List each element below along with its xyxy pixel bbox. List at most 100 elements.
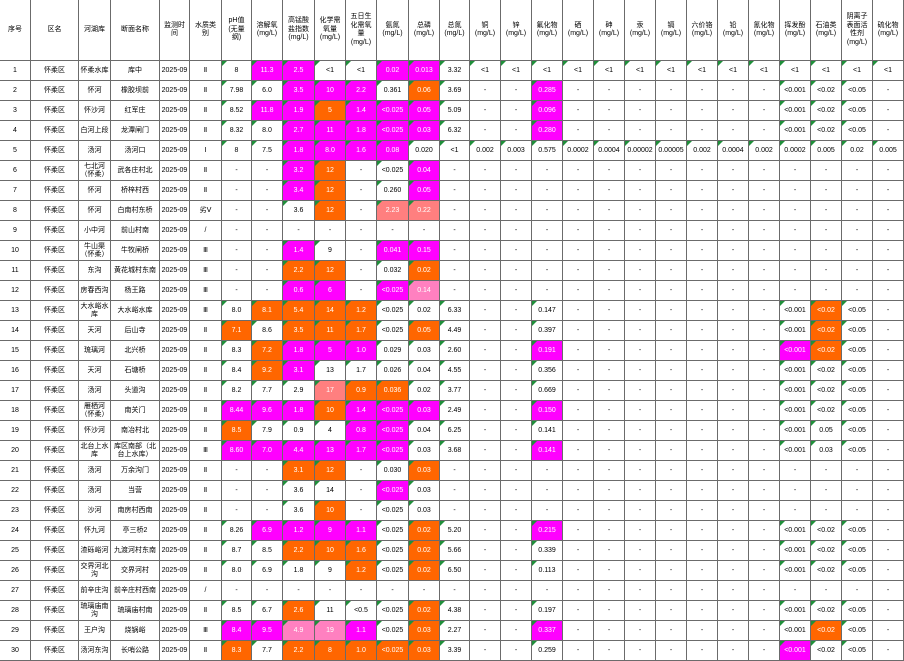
cell-pb[interactable]: - xyxy=(718,181,749,201)
cell-class[interactable]: Ⅱ xyxy=(190,501,222,521)
cell-district[interactable]: 怀柔区 xyxy=(31,261,79,281)
cell-river[interactable]: 汤河 xyxy=(79,141,111,161)
cell-hg[interactable]: - xyxy=(625,581,656,601)
cell-section[interactable]: 万余沟门 xyxy=(111,461,160,481)
cell-date[interactable]: 2025-09 xyxy=(160,81,190,101)
cell-river[interactable]: 天河 xyxy=(79,361,111,381)
cell-section[interactable]: 武各庄村北 xyxy=(111,161,160,181)
cell-tp[interactable]: 0.22 xyxy=(409,201,440,221)
cell-district[interactable]: 怀柔区 xyxy=(31,281,79,301)
cell-fluoride[interactable]: 0.259 xyxy=(532,641,563,661)
cell-fluoride[interactable]: 0.141 xyxy=(532,441,563,461)
cell-tp[interactable]: 0.03 xyxy=(409,441,440,461)
cell-river[interactable]: 渣砾峪河 xyxy=(79,541,111,561)
cell-index[interactable]: 3 xyxy=(0,101,31,121)
cell-sulfide[interactable]: - xyxy=(873,181,904,201)
cell-hg[interactable]: - xyxy=(625,641,656,661)
cell-district[interactable]: 怀柔区 xyxy=(31,501,79,521)
cell-as[interactable]: - xyxy=(594,621,625,641)
cell-tn[interactable]: 3.32 xyxy=(440,61,470,81)
cell-cu[interactable]: - xyxy=(470,481,501,501)
cell-do[interactable]: - xyxy=(252,581,283,601)
cell-hg[interactable]: - xyxy=(625,601,656,621)
cell-oil[interactable]: <0.02 xyxy=(811,601,842,621)
cell-do[interactable]: 11.8 xyxy=(252,101,283,121)
cell-cyanide[interactable]: - xyxy=(749,421,780,441)
cell-cr6[interactable]: - xyxy=(687,561,718,581)
cell-pb[interactable]: - xyxy=(718,561,749,581)
cell-surfactant[interactable]: <1 xyxy=(842,61,873,81)
cell-river[interactable]: 琉璃河 xyxy=(79,341,111,361)
cell-district[interactable]: 怀柔区 xyxy=(31,521,79,541)
cell-do[interactable]: 7.7 xyxy=(252,641,283,661)
cell-zn[interactable]: <1 xyxy=(501,61,532,81)
cell-district[interactable]: 怀柔区 xyxy=(31,641,79,661)
cell-hg[interactable]: 0.00002 xyxy=(625,141,656,161)
cell-cu[interactable]: - xyxy=(470,441,501,461)
cell-sulfide[interactable]: - xyxy=(873,641,904,661)
cell-sulfide[interactable]: - xyxy=(873,621,904,641)
cell-cod[interactable]: 11 xyxy=(315,601,346,621)
cell-date[interactable]: 2025-09 xyxy=(160,381,190,401)
cell-index[interactable]: 21 xyxy=(0,461,31,481)
cell-index[interactable]: 5 xyxy=(0,141,31,161)
cell-bod5[interactable]: 1.7 xyxy=(346,441,377,461)
cell-do[interactable]: 6.9 xyxy=(252,521,283,541)
cell-phenol[interactable]: <0.001 xyxy=(780,401,811,421)
cell-phenol[interactable]: - xyxy=(780,241,811,261)
cell-se[interactable]: - xyxy=(563,241,594,261)
cell-tp[interactable]: 0.03 xyxy=(409,621,440,641)
cell-fluoride[interactable]: - xyxy=(532,181,563,201)
cell-index[interactable]: 13 xyxy=(0,301,31,321)
cell-cd[interactable]: - xyxy=(656,181,687,201)
cell-sulfide[interactable]: - xyxy=(873,481,904,501)
cell-cu[interactable]: - xyxy=(470,121,501,141)
cell-district[interactable]: 怀柔区 xyxy=(31,621,79,641)
cell-oil[interactable]: - xyxy=(811,281,842,301)
cell-surfactant[interactable]: <0.05 xyxy=(842,301,873,321)
cell-phenol[interactable]: - xyxy=(780,261,811,281)
cell-class[interactable]: Ⅲ xyxy=(190,441,222,461)
cell-oil[interactable]: - xyxy=(811,481,842,501)
cell-tp[interactable]: 0.04 xyxy=(409,421,440,441)
cell-tp[interactable]: 0.02 xyxy=(409,561,440,581)
cell-tp[interactable]: 0.02 xyxy=(409,301,440,321)
cell-cyanide[interactable]: - xyxy=(749,441,780,461)
cell-hg[interactable]: - xyxy=(625,381,656,401)
cell-phenol[interactable]: <0.001 xyxy=(780,321,811,341)
cell-ph[interactable]: 8.4 xyxy=(222,621,252,641)
cell-bod5[interactable]: - xyxy=(346,581,377,601)
cell-tp[interactable]: - xyxy=(409,581,440,601)
cell-codmn[interactable]: - xyxy=(283,221,315,241)
cell-hg[interactable]: - xyxy=(625,501,656,521)
cell-nh3n[interactable]: <0.025 xyxy=(377,641,409,661)
cell-zn[interactable]: - xyxy=(501,521,532,541)
cell-tp[interactable]: 0.03 xyxy=(409,401,440,421)
cell-as[interactable]: - xyxy=(594,601,625,621)
cell-tp[interactable]: 0.06 xyxy=(409,81,440,101)
cell-date[interactable]: 2025-09 xyxy=(160,161,190,181)
cell-phenol[interactable]: - xyxy=(780,501,811,521)
cell-as[interactable]: - xyxy=(594,121,625,141)
cell-codmn[interactable]: 3.6 xyxy=(283,481,315,501)
cell-section[interactable]: 前辛庄村西南 xyxy=(111,581,160,601)
cell-cu[interactable]: - xyxy=(470,281,501,301)
cell-sulfide[interactable]: <1 xyxy=(873,61,904,81)
cell-class[interactable]: Ⅲ xyxy=(190,621,222,641)
cell-zn[interactable]: - xyxy=(501,581,532,601)
cell-do[interactable]: - xyxy=(252,481,283,501)
cell-pb[interactable]: - xyxy=(718,621,749,641)
cell-date[interactable]: 2025-09 xyxy=(160,121,190,141)
cell-as[interactable]: - xyxy=(594,221,625,241)
cell-pb[interactable]: - xyxy=(718,381,749,401)
cell-cr6[interactable]: - xyxy=(687,321,718,341)
cell-cr6[interactable]: - xyxy=(687,421,718,441)
cell-as[interactable]: - xyxy=(594,581,625,601)
cell-se[interactable]: - xyxy=(563,641,594,661)
cell-fluoride[interactable]: - xyxy=(532,201,563,221)
cell-zn[interactable]: - xyxy=(501,561,532,581)
cell-se[interactable]: - xyxy=(563,441,594,461)
cell-tn[interactable]: 4.49 xyxy=(440,321,470,341)
cell-cyanide[interactable]: - xyxy=(749,261,780,281)
cell-pb[interactable]: - xyxy=(718,441,749,461)
